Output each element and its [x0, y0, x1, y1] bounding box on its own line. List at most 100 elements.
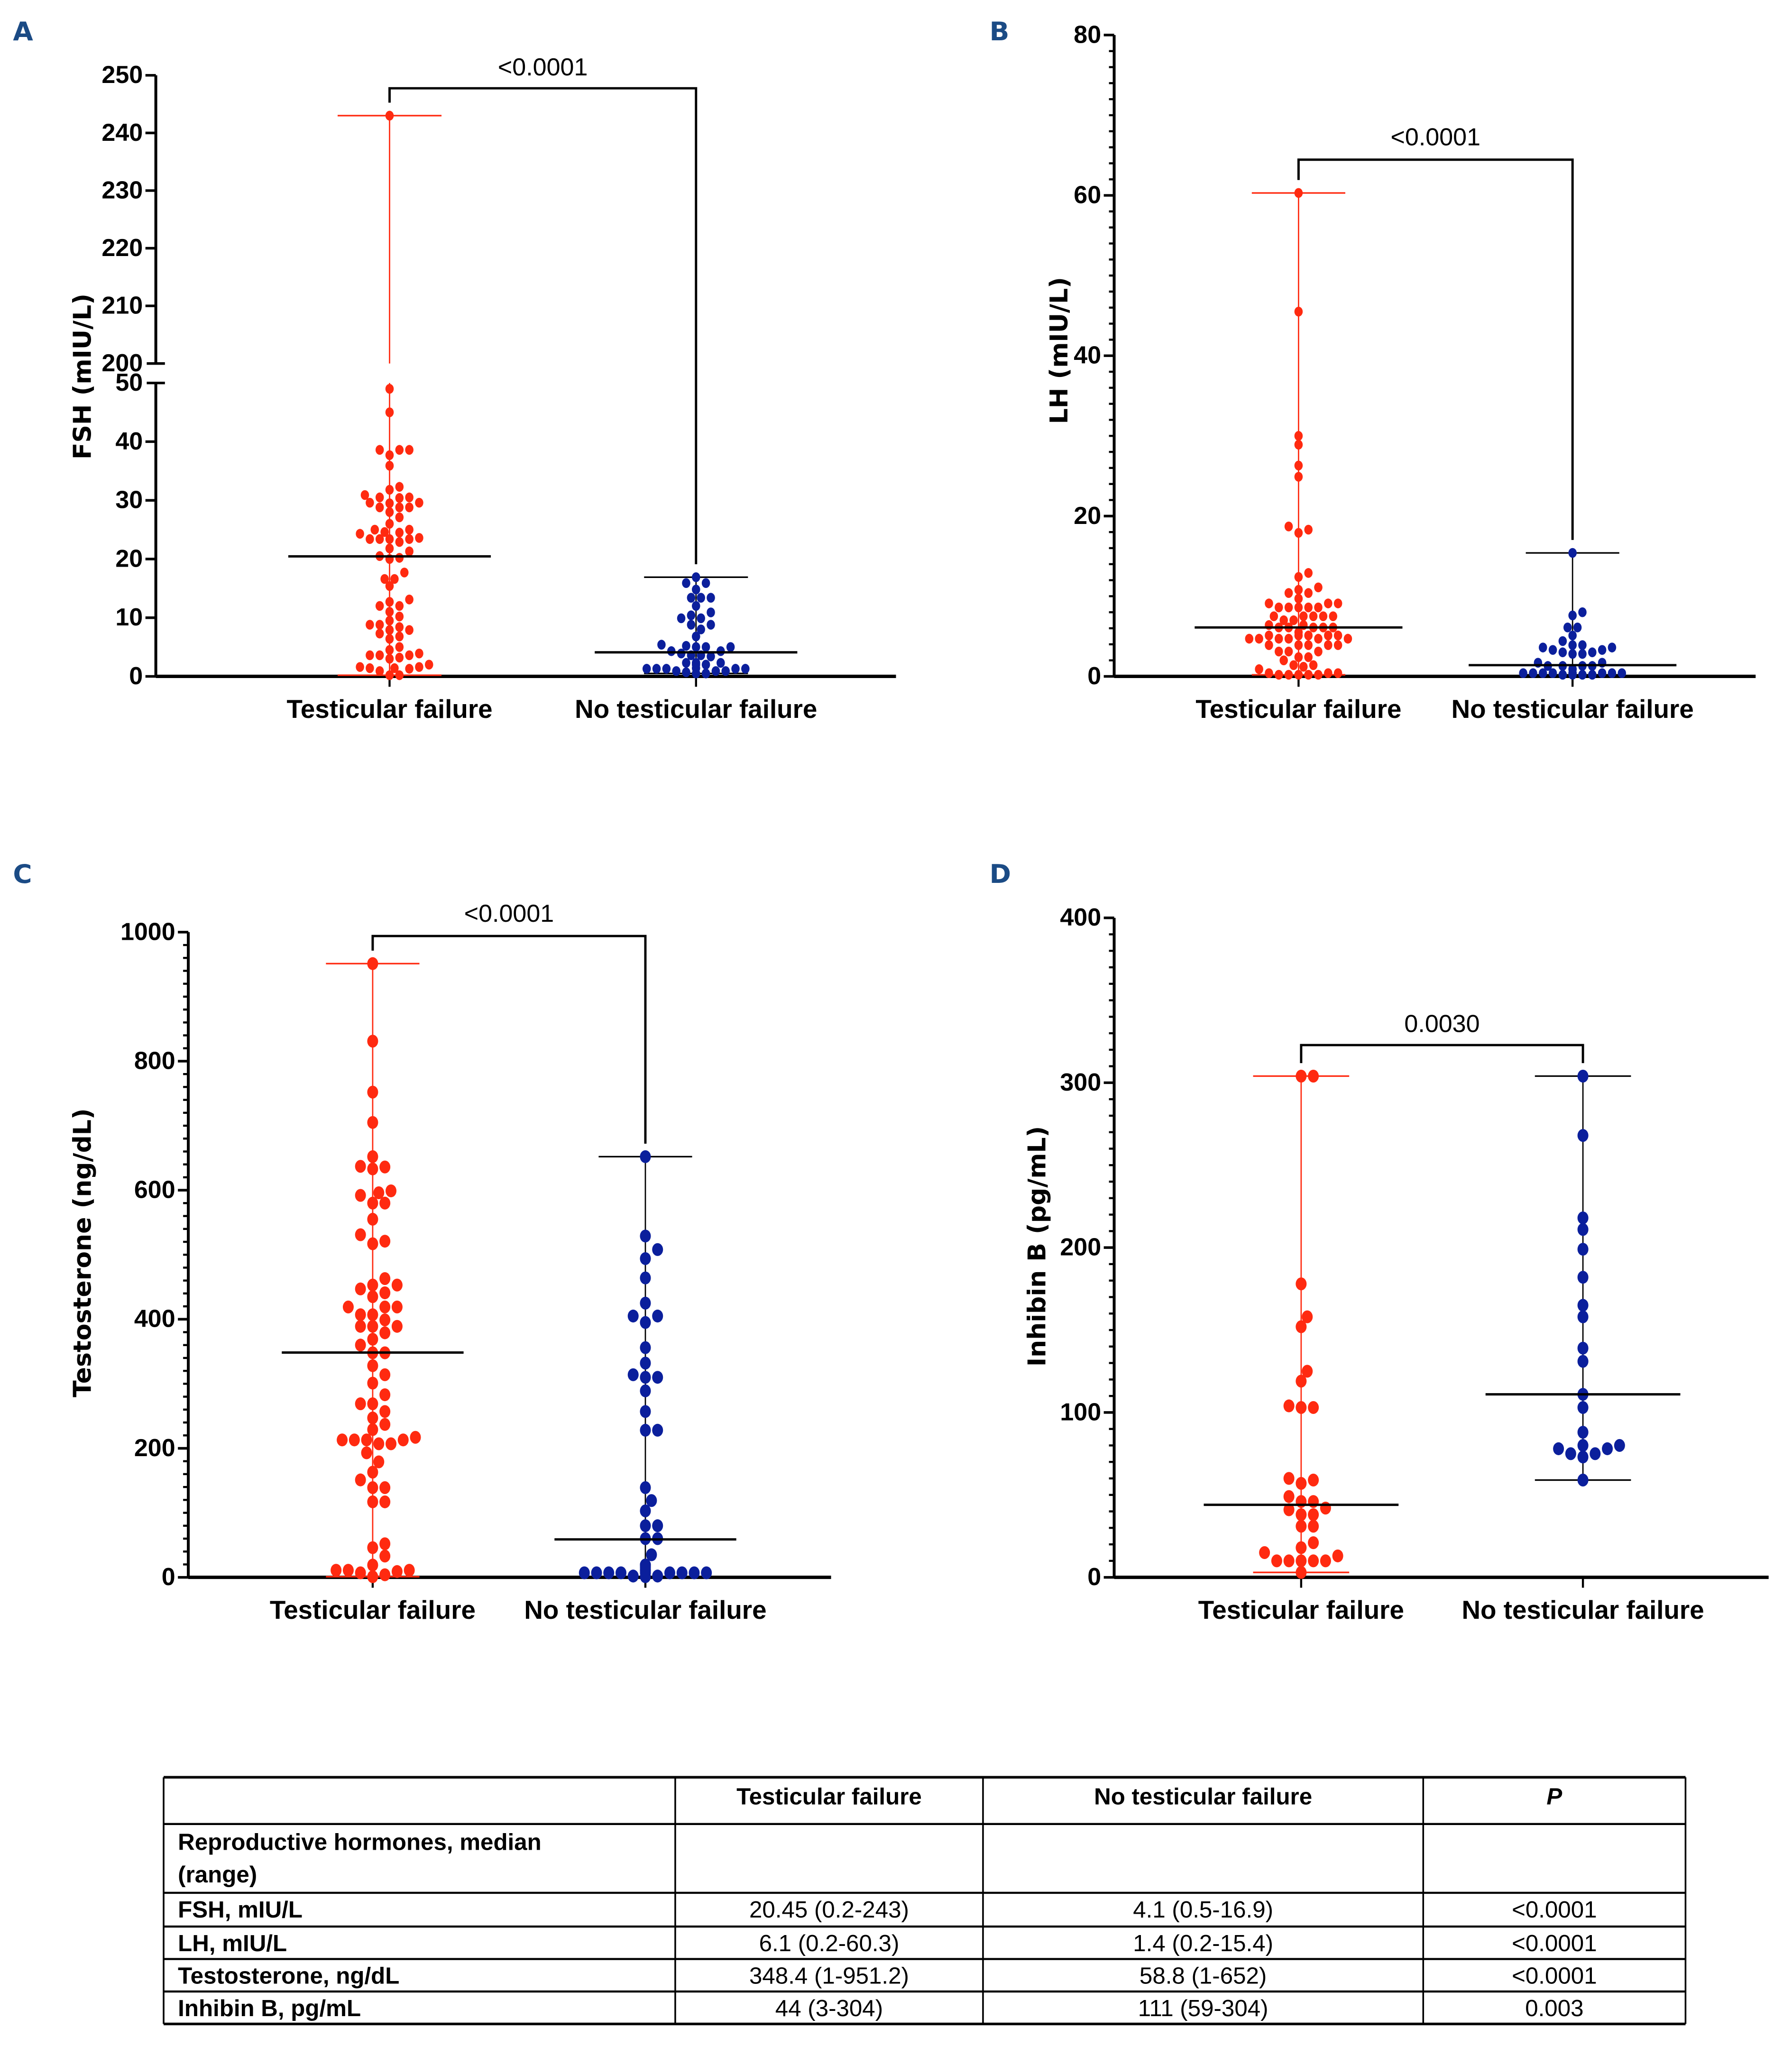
- data-point: [697, 624, 705, 634]
- data-point: [1284, 521, 1293, 532]
- data-point: [385, 670, 394, 680]
- data-point: [717, 658, 725, 668]
- data-point: [395, 482, 404, 492]
- data-point: [379, 1313, 391, 1327]
- data-point: [1308, 1495, 1319, 1508]
- data-point: [1289, 660, 1298, 670]
- data-point: [697, 613, 705, 624]
- table-row-label: Inhibin B, pg/mL: [178, 1995, 361, 2021]
- data-point: [367, 1320, 378, 1333]
- data-point: [367, 1150, 378, 1163]
- data-point: [692, 642, 700, 652]
- table-cell: 348.4 (1-951.2): [749, 1963, 909, 1989]
- data-point: [367, 1481, 378, 1495]
- data-point: [360, 490, 369, 500]
- data-point: [697, 593, 705, 603]
- data-point: [616, 1566, 627, 1579]
- data-point: [692, 584, 700, 595]
- data-point: [1283, 1472, 1295, 1485]
- data-point: [367, 1411, 378, 1425]
- data-point: [367, 1541, 378, 1554]
- data-point: [367, 1116, 378, 1129]
- summary-table: Testicular failure No testicular failure P…: [163, 1776, 1687, 2026]
- y-tick-label: 10: [115, 604, 143, 631]
- y-tick-label: 210: [101, 292, 143, 319]
- data-point: [379, 1196, 391, 1210]
- data-point: [1608, 668, 1617, 679]
- data-point: [1577, 1439, 1589, 1452]
- y-tick-label: 0: [1087, 662, 1101, 690]
- data-point: [379, 1481, 391, 1495]
- p-value-label: 0.0030: [1404, 1010, 1480, 1038]
- data-point: [1577, 1069, 1589, 1083]
- data-point: [1296, 1375, 1307, 1388]
- data-point: [355, 1189, 366, 1202]
- data-point: [415, 648, 423, 659]
- data-point: [652, 1371, 663, 1384]
- y-tick-label: 800: [134, 1047, 175, 1074]
- data-point: [395, 652, 404, 663]
- data-point: [1577, 1473, 1589, 1487]
- data-point: [355, 1282, 366, 1295]
- data-point: [355, 1320, 366, 1333]
- y-tick-label: 200: [1060, 1234, 1101, 1261]
- data-point: [1308, 1069, 1319, 1083]
- data-point: [1283, 1554, 1295, 1568]
- table-header-cell: No testicular failure: [1094, 1784, 1312, 1810]
- data-point: [1275, 633, 1283, 644]
- data-point: [1324, 630, 1333, 641]
- data-point: [367, 1570, 378, 1583]
- data-point: [682, 667, 690, 678]
- y-tick-label: 50: [115, 369, 143, 396]
- data-point: [1279, 615, 1288, 625]
- data-point: [1296, 1320, 1307, 1333]
- data-point: [711, 666, 720, 676]
- data-point: [1308, 1554, 1319, 1568]
- data-point: [395, 512, 404, 523]
- data-point: [367, 1466, 378, 1479]
- data-point: [405, 502, 414, 513]
- data-point: [1284, 670, 1293, 680]
- data-point: [1294, 472, 1303, 482]
- data-point: [1577, 1271, 1589, 1284]
- data-point: [385, 654, 394, 664]
- data-point: [337, 1433, 348, 1447]
- data-point: [395, 611, 404, 622]
- data-point: [355, 1160, 366, 1173]
- table-row-label: Testosterone, ng/dL: [178, 1963, 399, 1989]
- data-point: [1578, 670, 1587, 680]
- data-point: [405, 524, 414, 535]
- table-row-label: LH, mIU/L: [178, 1930, 287, 1956]
- data-point: [361, 1433, 372, 1447]
- data-point: [1333, 598, 1342, 608]
- data-point: [1269, 611, 1278, 622]
- data-point: [701, 660, 710, 670]
- data-point: [692, 668, 700, 679]
- data-point: [367, 1237, 378, 1250]
- data-point: [367, 957, 378, 970]
- data-point: [687, 610, 696, 621]
- data-point: [379, 1388, 391, 1402]
- data-point: [366, 497, 374, 508]
- data-point: [1296, 1554, 1307, 1568]
- data-point: [356, 662, 364, 672]
- data-point: [395, 601, 404, 611]
- data-point: [390, 574, 399, 584]
- data-point: [1294, 585, 1303, 595]
- table-header-cell: P: [1546, 1784, 1562, 1810]
- x-category-label: Testicular failure: [270, 1595, 476, 1624]
- data-point: [395, 670, 404, 680]
- data-point: [627, 1569, 639, 1583]
- data-point: [379, 1368, 391, 1381]
- data-point: [1598, 668, 1607, 679]
- table-section-header: Reproductive hormones, median: [178, 1829, 542, 1855]
- data-point: [1590, 1447, 1601, 1460]
- data-point: [405, 650, 414, 661]
- data-point: [1302, 1365, 1313, 1378]
- data-point: [367, 1359, 378, 1372]
- data-point: [385, 581, 394, 591]
- data-point: [640, 1405, 651, 1418]
- data-point: [667, 646, 676, 656]
- data-point: [591, 1566, 602, 1579]
